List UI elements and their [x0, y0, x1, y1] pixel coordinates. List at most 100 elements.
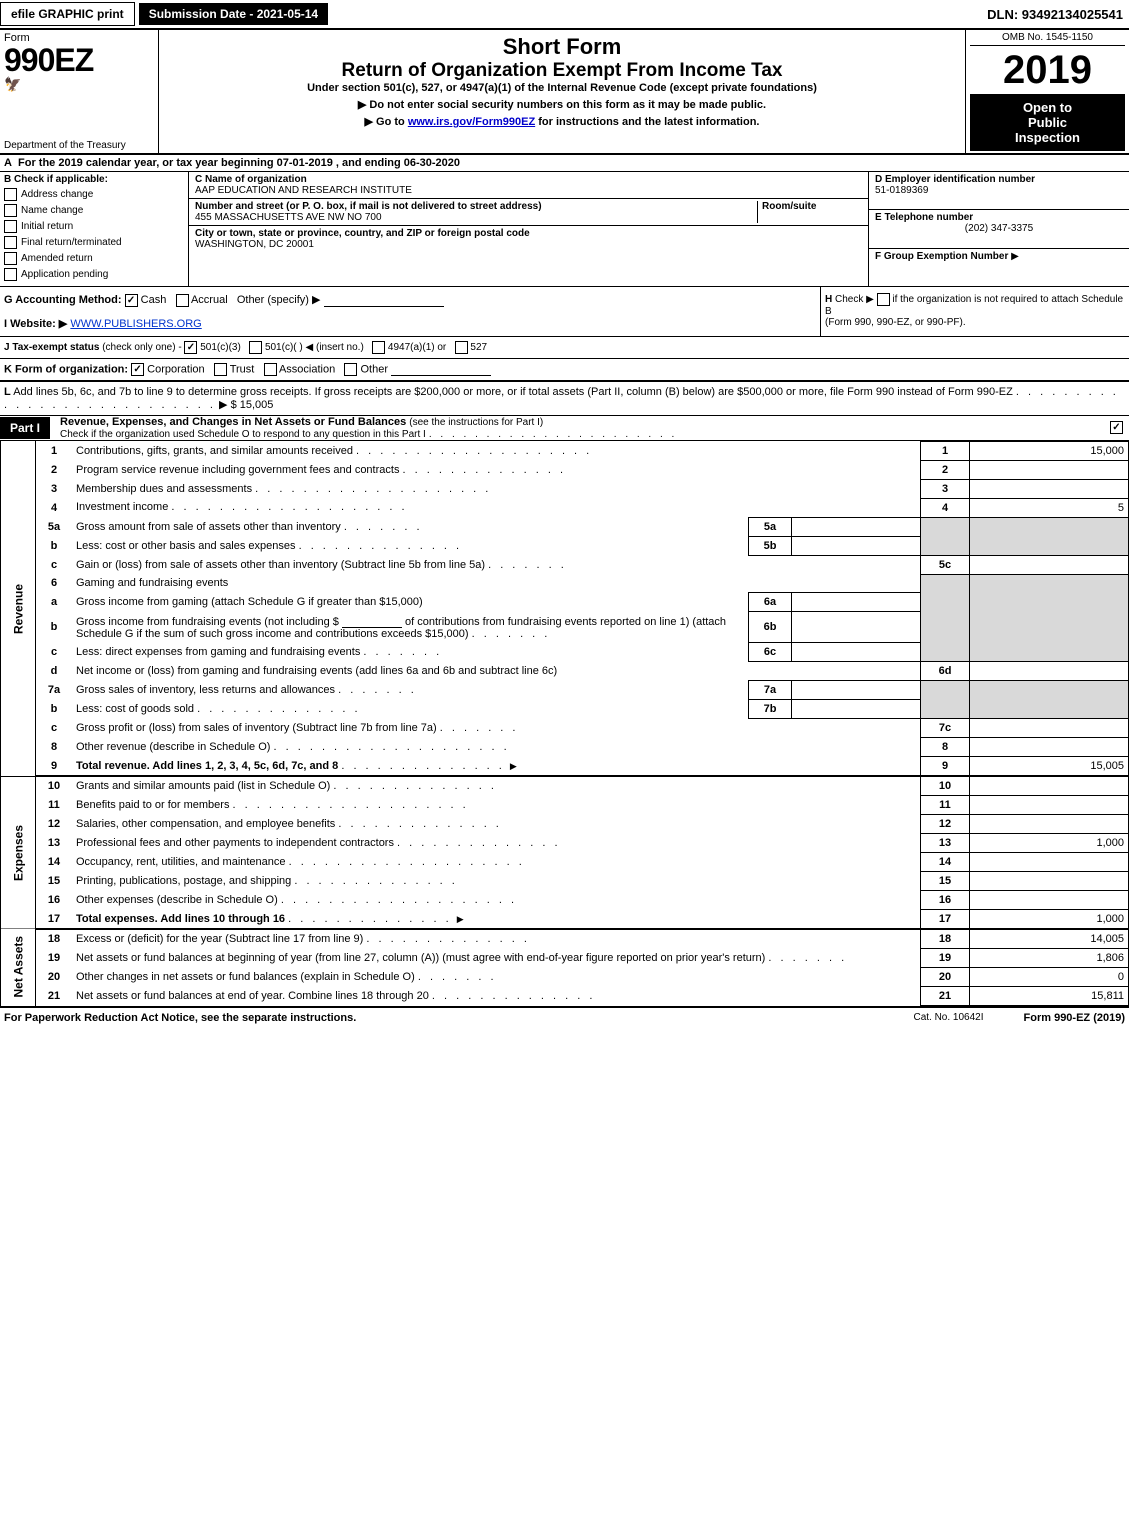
row-17-arrow [455, 913, 466, 925]
label-a: A [4, 157, 18, 169]
row-7a-dots: . . . . . . . [338, 684, 417, 696]
row-9-val: 15,005 [970, 757, 1129, 777]
row-1-desc: Contributions, gifts, grants, and simila… [76, 445, 353, 457]
org-info-grid: B Check if applicable: Address change Na… [0, 172, 1129, 287]
row-6c-subval [792, 643, 921, 662]
row-5b-desc: Less: cost or other basis and sales expe… [76, 540, 296, 552]
row-7b-subval [792, 700, 921, 719]
org-name: AAP EDUCATION AND RESEARCH INSTITUTE [195, 185, 862, 196]
row-8-dots: . . . . . . . . . . . . . . . . . . . . [274, 741, 510, 753]
row-19-colno: 19 [921, 949, 970, 968]
section-j: J Tax-exempt status (check only one) - 5… [0, 337, 1129, 359]
row-6a-sub: 6a [749, 593, 792, 612]
instructions-link[interactable]: www.irs.gov/Form990EZ [408, 116, 535, 128]
cb-4947[interactable] [372, 341, 385, 354]
row-3-no: 3 [36, 479, 73, 498]
cb-amended-return[interactable] [4, 252, 17, 265]
row-12-desc: Salaries, other compensation, and employ… [76, 818, 335, 830]
row-6c-dots: . . . . . . . [363, 646, 442, 658]
cb-name-change[interactable] [4, 204, 17, 217]
row-6-desc: Gaming and fundraising events [76, 577, 228, 589]
h-text3: (Form 990, 990-EZ, or 990-PF). [825, 317, 966, 328]
addr-label: Number and street (or P. O. box, if mail… [195, 201, 757, 212]
insert-no-label: ◀ (insert no.) [306, 342, 364, 353]
gh-row: G Accounting Method: Cash Accrual Other … [0, 287, 1129, 337]
other-org-input[interactable] [391, 363, 491, 376]
row-19-no: 19 [36, 949, 73, 968]
501c-label: 501(c)( ) [265, 342, 303, 353]
row-6d-desc: Net income or (loss) from gaming and fun… [76, 665, 557, 677]
room-label: Room/suite [762, 201, 862, 212]
other-org-label: Other [360, 363, 388, 375]
row-5b-no: b [36, 536, 73, 555]
row-5c-no: c [36, 555, 73, 574]
row-17-dots: . . . . . . . . . . . . . . [288, 913, 452, 925]
row-15-no: 15 [36, 872, 73, 891]
row-21-val: 15,811 [970, 987, 1129, 1006]
cb-accrual[interactable] [176, 294, 189, 307]
subtitle-3: ▶ Go to www.irs.gov/Form990EZ for instru… [167, 115, 957, 128]
open-to-public: Open to Public Inspection [970, 94, 1125, 151]
cb-address-change[interactable] [4, 188, 17, 201]
accrual-label: Accrual [191, 294, 228, 306]
row-18-val: 14,005 [970, 929, 1129, 949]
row-9-desc: Total revenue. Add lines 1, 2, 3, 4, 5c,… [76, 760, 338, 772]
top-tabs: efile GRAPHIC print Submission Date - 20… [0, 2, 332, 26]
row-6b-input[interactable] [342, 615, 402, 628]
ein: 51-0189369 [875, 185, 1123, 196]
trust-label: Trust [230, 363, 255, 375]
section-k: K Form of organization: Corporation Trus… [0, 359, 1129, 382]
cb-initial-return[interactable] [4, 220, 17, 233]
efile-tab[interactable]: efile GRAPHIC print [0, 2, 135, 26]
row-19-dots: . . . . . . . [768, 952, 847, 964]
cb-app-pending[interactable] [4, 268, 17, 281]
cb-501c[interactable] [249, 341, 262, 354]
row-8-colno: 8 [921, 738, 970, 757]
row-4-desc: Investment income [76, 501, 168, 513]
row-19-val: 1,806 [970, 949, 1129, 968]
row-6a-no: a [36, 593, 73, 612]
h-check-text: Check ▶ [835, 294, 874, 305]
part1-check-line: Check if the organization used Schedule … [60, 429, 426, 440]
row-20-val: 0 [970, 968, 1129, 987]
l-text: Add lines 5b, 6c, and 7b to line 9 to de… [13, 386, 1013, 398]
row-2-desc: Program service revenue including govern… [76, 464, 399, 476]
cb-schedule-o[interactable] [1110, 421, 1123, 434]
row-5b-subval [792, 536, 921, 555]
cb-527[interactable] [455, 341, 468, 354]
subtitle-1: Under section 501(c), 527, or 4947(a)(1)… [167, 82, 957, 94]
row-10-desc: Grants and similar amounts paid (list in… [76, 780, 330, 792]
row-18-no: 18 [36, 929, 73, 949]
cb-cash[interactable] [125, 294, 138, 307]
cb-address-change-label: Address change [21, 189, 93, 200]
row-7a-subval [792, 681, 921, 700]
sub3-prefix: ▶ Go to [365, 116, 408, 128]
website-link[interactable]: WWW.PUBLISHERS.ORG [70, 318, 201, 330]
section-f-label: F Group Exemption Number [875, 251, 1008, 262]
cb-other-org[interactable] [344, 363, 357, 376]
row-4-dots: . . . . . . . . . . . . . . . . . . . . [171, 501, 407, 513]
section-h: H Check ▶ if the organization is not req… [820, 287, 1129, 336]
section-c-label: C Name of organization [195, 174, 862, 185]
row-11-no: 11 [36, 796, 73, 815]
row-2-val [970, 460, 1129, 479]
paperwork-notice: For Paperwork Reduction Act Notice, see … [4, 1012, 356, 1024]
other-input[interactable] [324, 294, 444, 307]
cb-assoc[interactable] [264, 363, 277, 376]
row-14-no: 14 [36, 853, 73, 872]
cb-501c3[interactable] [184, 341, 197, 354]
row-6-no: 6 [36, 574, 73, 593]
part1-sub: (see the instructions for Part I) [409, 417, 543, 428]
row-5b-dots: . . . . . . . . . . . . . . [299, 540, 463, 552]
row-17-desc: Total expenses. Add lines 10 through 16 [76, 913, 285, 925]
cb-final-return[interactable] [4, 236, 17, 249]
section-d-label: D Employer identification number [875, 174, 1123, 185]
cb-corp[interactable] [131, 363, 144, 376]
cb-schedule-b[interactable] [877, 293, 890, 306]
section-e-label: E Telephone number [875, 212, 1123, 223]
phone: (202) 347-3375 [875, 223, 1123, 234]
row-18-desc: Excess or (deficit) for the year (Subtra… [76, 933, 363, 945]
cb-trust[interactable] [214, 363, 227, 376]
row-6-grey [921, 574, 970, 662]
cb-initial-return-label: Initial return [21, 221, 73, 232]
